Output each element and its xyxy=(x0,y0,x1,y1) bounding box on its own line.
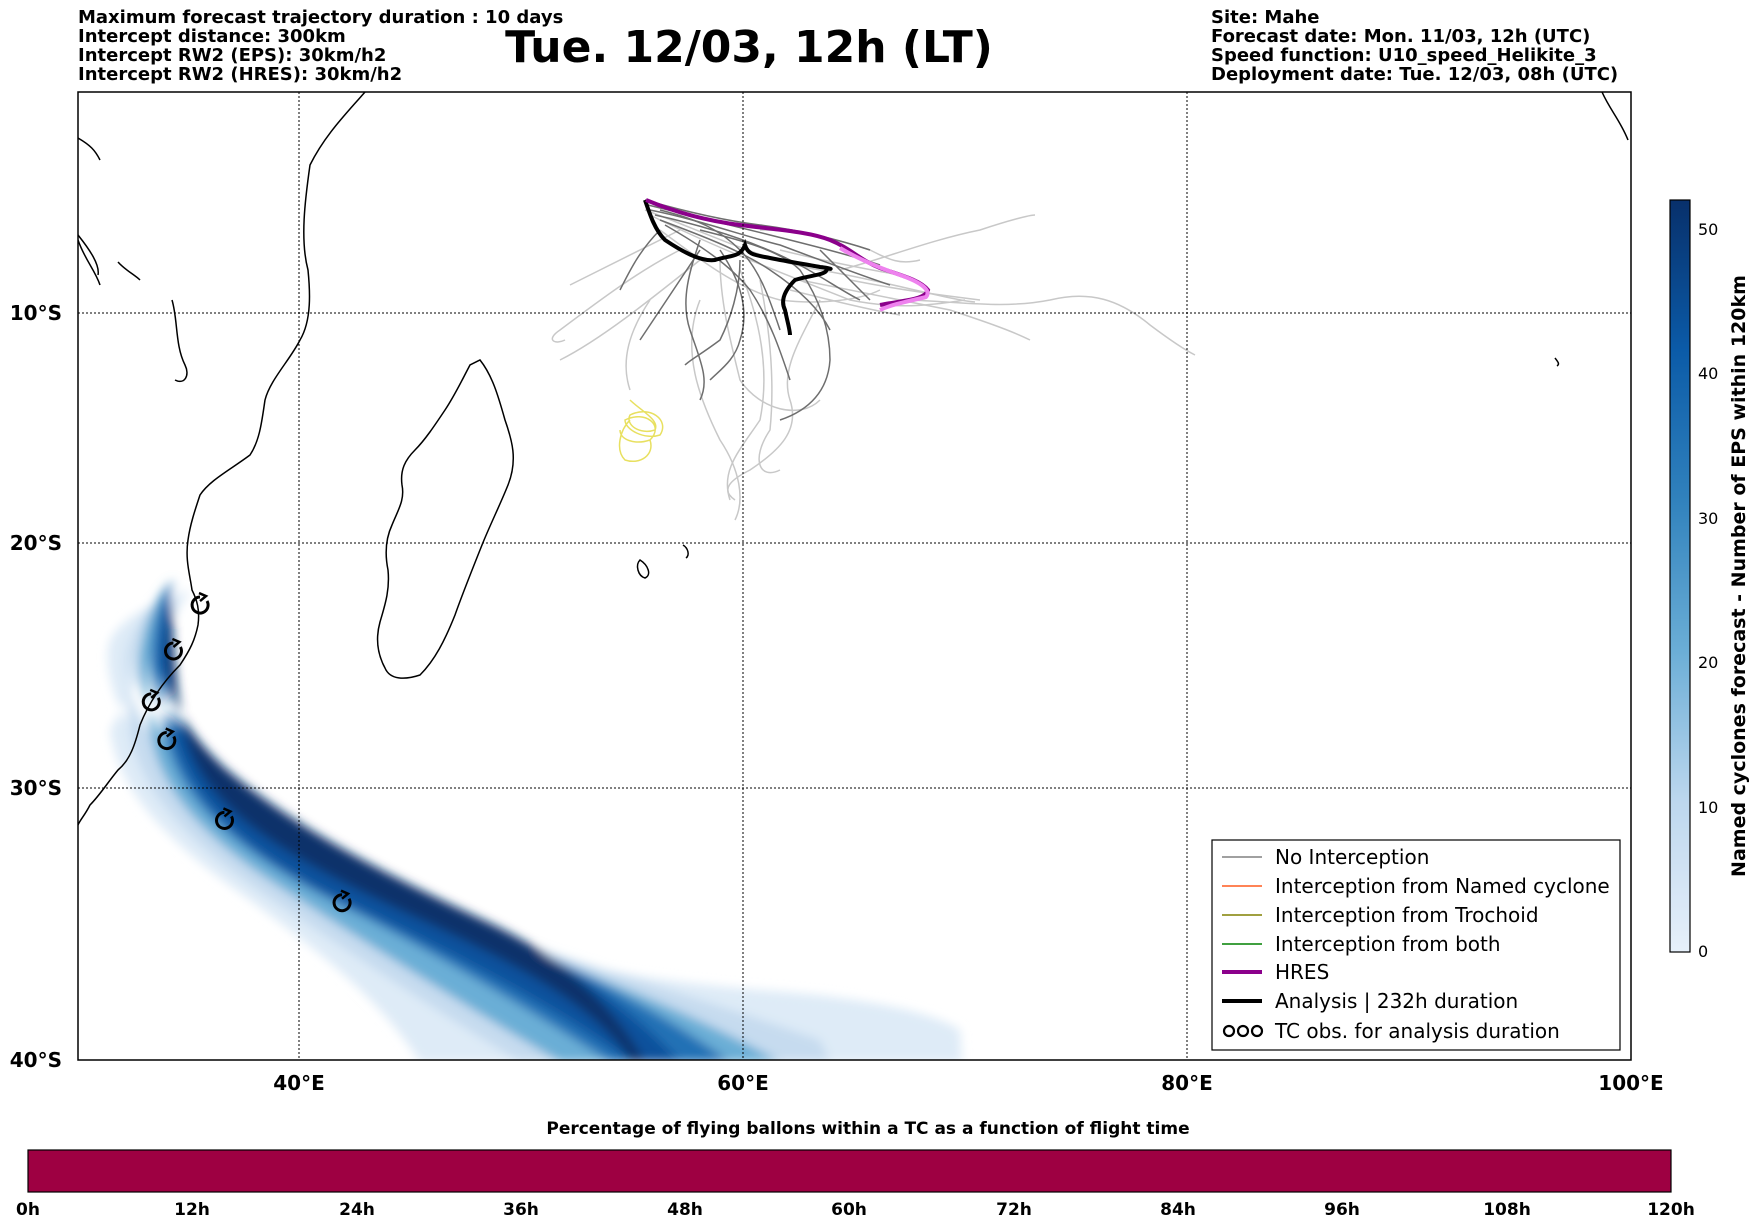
hbar-tick-60h: 60h xyxy=(831,1200,867,1220)
yellow-trajectory xyxy=(618,399,664,462)
hbar-tick-24h: 24h xyxy=(339,1200,375,1220)
lat-tick-40S: 40°S xyxy=(10,1048,62,1072)
africa-coast xyxy=(78,92,366,826)
max-duration-text: Maximum forecast trajectory duration : 1… xyxy=(78,7,564,28)
legend-hres: HRES xyxy=(1275,960,1329,984)
tc-obs-marker xyxy=(215,807,234,830)
hbar-tick-36h: 36h xyxy=(503,1200,539,1220)
hres-track-late xyxy=(838,246,930,312)
right-colorbar: 0 10 20 30 40 50 Named cyclones forecast… xyxy=(1669,199,1750,961)
cbar-bottom-fill xyxy=(27,1149,1672,1193)
intercept-hres-text: Intercept RW2 (HRES): 30km/h2 xyxy=(78,64,403,85)
lon-tick-60E: 60°E xyxy=(717,1071,769,1095)
cbar-tick-40: 40 xyxy=(1698,364,1718,383)
tc-obs-marker xyxy=(141,688,161,712)
header-left-info: Maximum forecast trajectory duration : 1… xyxy=(78,8,563,84)
map-title: Tue. 12/03, 12h (LT) xyxy=(505,22,993,73)
legend-tc-obs-icon xyxy=(1222,1024,1264,1038)
cbar-tick-0: 0 xyxy=(1698,942,1708,961)
lat-tick-10S: 10°S xyxy=(10,301,62,325)
hbar-tick-48h: 48h xyxy=(667,1200,703,1220)
speed-function-text: Speed function: U10_speed_Helikite_3 xyxy=(1211,45,1597,66)
analysis-track xyxy=(643,199,833,336)
cyclone-density-band xyxy=(107,580,962,1060)
legend-no-interception: No Interception xyxy=(1275,845,1429,869)
tc-obs-marker xyxy=(164,637,183,661)
cbar-right-label: Named cyclones forecast - Number of EPS … xyxy=(1728,275,1750,877)
intercept-distance-text: Intercept distance: 300km xyxy=(78,26,346,47)
bottom-colorbar: Percentage of flying ballons within a TC… xyxy=(16,1119,1695,1220)
tc-obs-marker xyxy=(157,727,177,751)
lon-tick-40E: 40°E xyxy=(273,1071,325,1095)
ensemble-light-trajectories xyxy=(551,209,1196,521)
lat-tick-30S: 30°S xyxy=(10,776,62,800)
hbar-tick-96h: 96h xyxy=(1324,1200,1360,1220)
hbar-tick-108h: 108h xyxy=(1483,1200,1531,1220)
cbar-bottom-title: Percentage of flying ballons within a TC… xyxy=(546,1119,1189,1139)
cbar-tick-10: 10 xyxy=(1698,798,1718,817)
cbar-tick-20: 20 xyxy=(1698,653,1718,672)
legend-tc-obs: TC obs. for analysis duration xyxy=(1274,1019,1560,1043)
site-text: Site: Mahe xyxy=(1211,7,1320,28)
legend-analysis: Analysis | 232h duration xyxy=(1275,989,1518,1013)
hbar-tick-12h: 12h xyxy=(174,1200,210,1220)
legend-named-cyclone: Interception from Named cyclone xyxy=(1275,874,1610,898)
header-right-info: Site: Mahe Forecast date: Mon. 11/03, 12… xyxy=(1211,8,1618,84)
hbar-tick-120h: 120h xyxy=(1647,1200,1695,1220)
tc-obs-marker xyxy=(190,591,210,615)
lon-tick-80E: 80°E xyxy=(1161,1071,1213,1095)
intercept-eps-text: Intercept RW2 (EPS): 30km/h2 xyxy=(78,45,387,66)
hbar-tick-72h: 72h xyxy=(996,1200,1032,1220)
lat-tick-20S: 20°S xyxy=(10,531,62,555)
lon-tick-100E: 100°E xyxy=(1598,1071,1663,1095)
coastlines xyxy=(78,92,1629,826)
cbar-tick-30: 30 xyxy=(1698,509,1718,528)
tc-obs-marker xyxy=(332,889,352,913)
legend-trochoid: Interception from Trochoid xyxy=(1275,903,1539,927)
legend-both: Interception from both xyxy=(1275,932,1501,956)
forecast-date-text: Forecast date: Mon. 11/03, 12h (UTC) xyxy=(1211,26,1591,47)
map-gridlines xyxy=(78,92,1631,1060)
hbar-tick-0h: 0h xyxy=(16,1200,40,1220)
cbar-tick-50: 50 xyxy=(1698,220,1718,239)
legend: No Interception Interception from Named … xyxy=(1211,839,1621,1051)
deployment-date-text: Deployment date: Tue. 12/03, 08h (UTC) xyxy=(1211,64,1619,85)
tc-observation-markers xyxy=(141,591,352,913)
hbar-tick-84h: 84h xyxy=(1160,1200,1196,1220)
madagascar-coast xyxy=(376,359,514,679)
